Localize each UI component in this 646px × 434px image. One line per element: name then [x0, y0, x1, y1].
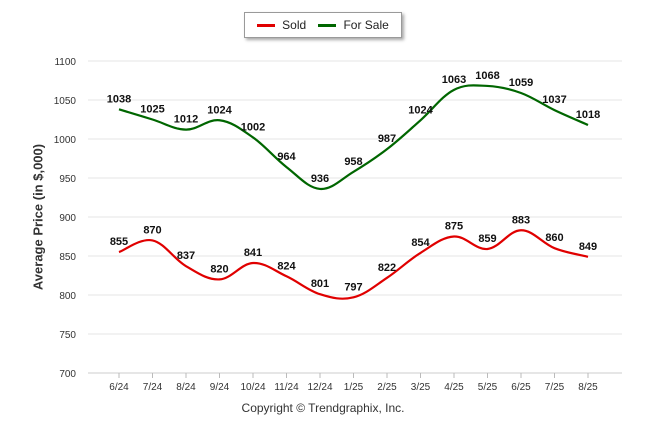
data-label-for-sale: 1012 — [174, 114, 198, 126]
data-label-sold: 849 — [579, 241, 597, 253]
y-tick-label: 900 — [59, 213, 76, 224]
data-label-sold: 875 — [445, 221, 463, 233]
x-tick-label: 1/25 — [344, 382, 364, 393]
data-label-for-sale: 987 — [378, 133, 396, 145]
data-label-for-sale: 958 — [344, 156, 362, 168]
data-label-for-sale: 1024 — [207, 104, 232, 116]
data-labels: 855 870 837 820 841 824 801 797 822 854 875 859 883 8… — [107, 70, 600, 293]
legend: Sold For Sale — [244, 12, 402, 38]
legend-item-sold[interactable]: Sold — [257, 18, 306, 32]
series-line-for-sale — [118, 84, 589, 191]
x-tick-label: 7/24 — [143, 382, 163, 393]
y-tick-label: 950 — [59, 174, 76, 185]
data-label-sold: 824 — [277, 260, 296, 272]
data-label-for-sale: 1068 — [475, 70, 499, 82]
x-tick-label: 7/25 — [545, 382, 565, 393]
data-label-sold: 797 — [344, 281, 362, 293]
data-label-sold: 841 — [244, 247, 262, 259]
data-label-sold: 860 — [545, 232, 563, 244]
data-label-for-sale: 1038 — [107, 93, 131, 105]
data-label-for-sale: 964 — [277, 151, 296, 163]
legend-item-for-sale[interactable]: For Sale — [318, 18, 389, 32]
y-tick-label: 700 — [59, 369, 76, 380]
series-lines — [118, 84, 589, 300]
copyright-footer: Copyright © Trendgraphix, Inc. — [241, 401, 405, 415]
data-label-for-sale: 1059 — [509, 77, 533, 89]
x-tick-label: 9/24 — [210, 382, 230, 393]
data-label-sold: 820 — [210, 263, 228, 275]
data-label-sold: 837 — [177, 250, 195, 262]
data-label-sold: 859 — [478, 233, 496, 245]
series-line-sold — [118, 229, 589, 300]
x-tick-label: 8/25 — [578, 382, 598, 393]
data-label-for-sale: 1024 — [408, 104, 433, 116]
data-label-sold: 883 — [512, 214, 530, 226]
data-label-for-sale: 1025 — [140, 104, 164, 116]
data-label-sold: 822 — [378, 262, 396, 274]
data-label-for-sale: 936 — [311, 173, 329, 185]
data-label-for-sale: 1002 — [241, 121, 265, 133]
y-tick-label: 1050 — [54, 96, 77, 107]
y-tick-label: 1100 — [54, 57, 76, 68]
x-tick-label: 5/25 — [478, 382, 498, 393]
y-tick-label: 800 — [59, 291, 76, 302]
data-label-for-sale: 1063 — [442, 74, 466, 86]
data-label-for-sale: 1018 — [576, 109, 600, 121]
data-label-sold: 870 — [143, 224, 161, 236]
y-tick-label: 1000 — [54, 135, 77, 146]
x-tick-label: 11/24 — [274, 382, 299, 393]
data-label-sold: 854 — [411, 237, 430, 249]
data-label-sold: 801 — [311, 278, 329, 290]
data-label-sold: 855 — [110, 236, 128, 248]
x-tick-label: 8/24 — [176, 382, 196, 393]
x-tick-label: 10/24 — [240, 382, 265, 393]
x-tick-label: 6/24 — [109, 382, 129, 393]
y-tick-label: 850 — [59, 252, 76, 263]
x-tick-label: 4/25 — [444, 382, 464, 393]
grid-lines — [88, 60, 622, 374]
x-tick-label: 3/25 — [411, 382, 431, 393]
legend-swatch-for-sale — [318, 23, 337, 27]
y-axis-label: Average Price (in $,000) — [30, 143, 46, 291]
x-tick-label: 2/25 — [377, 382, 397, 393]
x-tick-label: 12/24 — [307, 382, 332, 393]
x-tick-label: 6/25 — [511, 382, 531, 393]
data-label-for-sale: 1037 — [542, 94, 566, 106]
y-axis-ticks: 700 750 800 850 900 950 1000 1050 1100 — [54, 57, 77, 380]
legend-label-sold: Sold — [282, 18, 307, 32]
y-tick-label: 750 — [59, 330, 76, 341]
legend-swatch-sold — [257, 23, 276, 27]
x-axis-ticks: 6/24 7/24 8/24 9/24 10/24 11/24 12/24 1/25 2/25 3… — [109, 373, 598, 393]
legend-label-for-sale: For Sale — [343, 18, 389, 32]
